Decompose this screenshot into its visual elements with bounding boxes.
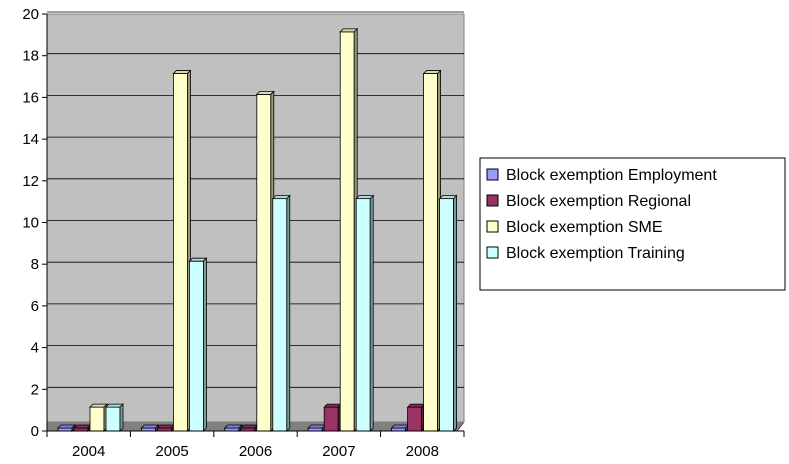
bar — [172, 69, 192, 432]
legend-swatch — [486, 168, 499, 181]
bar — [255, 90, 275, 432]
y-tick-label: 8 — [31, 256, 39, 273]
y-tick-label: 14 — [22, 131, 39, 148]
bar — [307, 424, 327, 432]
x-tick-label: 2007 — [322, 443, 355, 460]
bar — [239, 424, 259, 432]
legend-swatch — [486, 220, 499, 233]
bar — [188, 257, 208, 432]
x-tick-label: 2006 — [239, 443, 272, 460]
y-tick-label: 12 — [22, 173, 39, 190]
legend: Block exemption Employment Block exemptio… — [479, 157, 786, 291]
bar — [390, 424, 410, 432]
bar — [57, 424, 76, 432]
bar — [339, 27, 359, 432]
x-tick-label: 2008 — [406, 443, 439, 460]
bar — [73, 424, 92, 432]
y-axis: 0 2 4 6 8 10 12 14 16 18 20 — [22, 6, 48, 440]
x-tick-label: 2005 — [155, 443, 188, 460]
bar — [140, 424, 160, 432]
x-axis: 2004 2005 2006 2007 2008 — [46, 430, 465, 460]
y-tick-label: 20 — [22, 6, 39, 23]
bars — [57, 27, 458, 432]
bar — [105, 403, 124, 432]
legend-box — [479, 157, 786, 291]
x-tick-label: 2004 — [72, 443, 105, 460]
bar — [89, 403, 108, 432]
plot-wall — [46, 13, 465, 423]
y-tick-label: 18 — [22, 48, 39, 65]
y-tick-label: 16 — [22, 89, 39, 106]
legend-swatch — [486, 246, 499, 259]
bar — [271, 194, 291, 432]
y-tick-label: 6 — [31, 298, 39, 315]
bar — [406, 403, 426, 432]
legend-label: Block exemption Regional — [506, 193, 691, 210]
y-tick-label: 2 — [31, 381, 39, 398]
y-tick-label: 0 — [31, 423, 39, 440]
bar — [422, 69, 442, 432]
bar — [223, 424, 243, 432]
gridlines — [47, 11, 464, 388]
legend-label: Block exemption SME — [506, 219, 663, 236]
legend-swatch — [486, 194, 499, 207]
bar — [323, 403, 343, 432]
bar — [438, 194, 458, 432]
y-tick-label: 4 — [31, 340, 39, 357]
y-tick-label: 10 — [22, 215, 39, 232]
legend-label: Block exemption Employment — [506, 167, 717, 184]
bar — [355, 194, 375, 432]
legend-label: Block exemption Training — [506, 245, 685, 262]
bar — [156, 424, 176, 432]
